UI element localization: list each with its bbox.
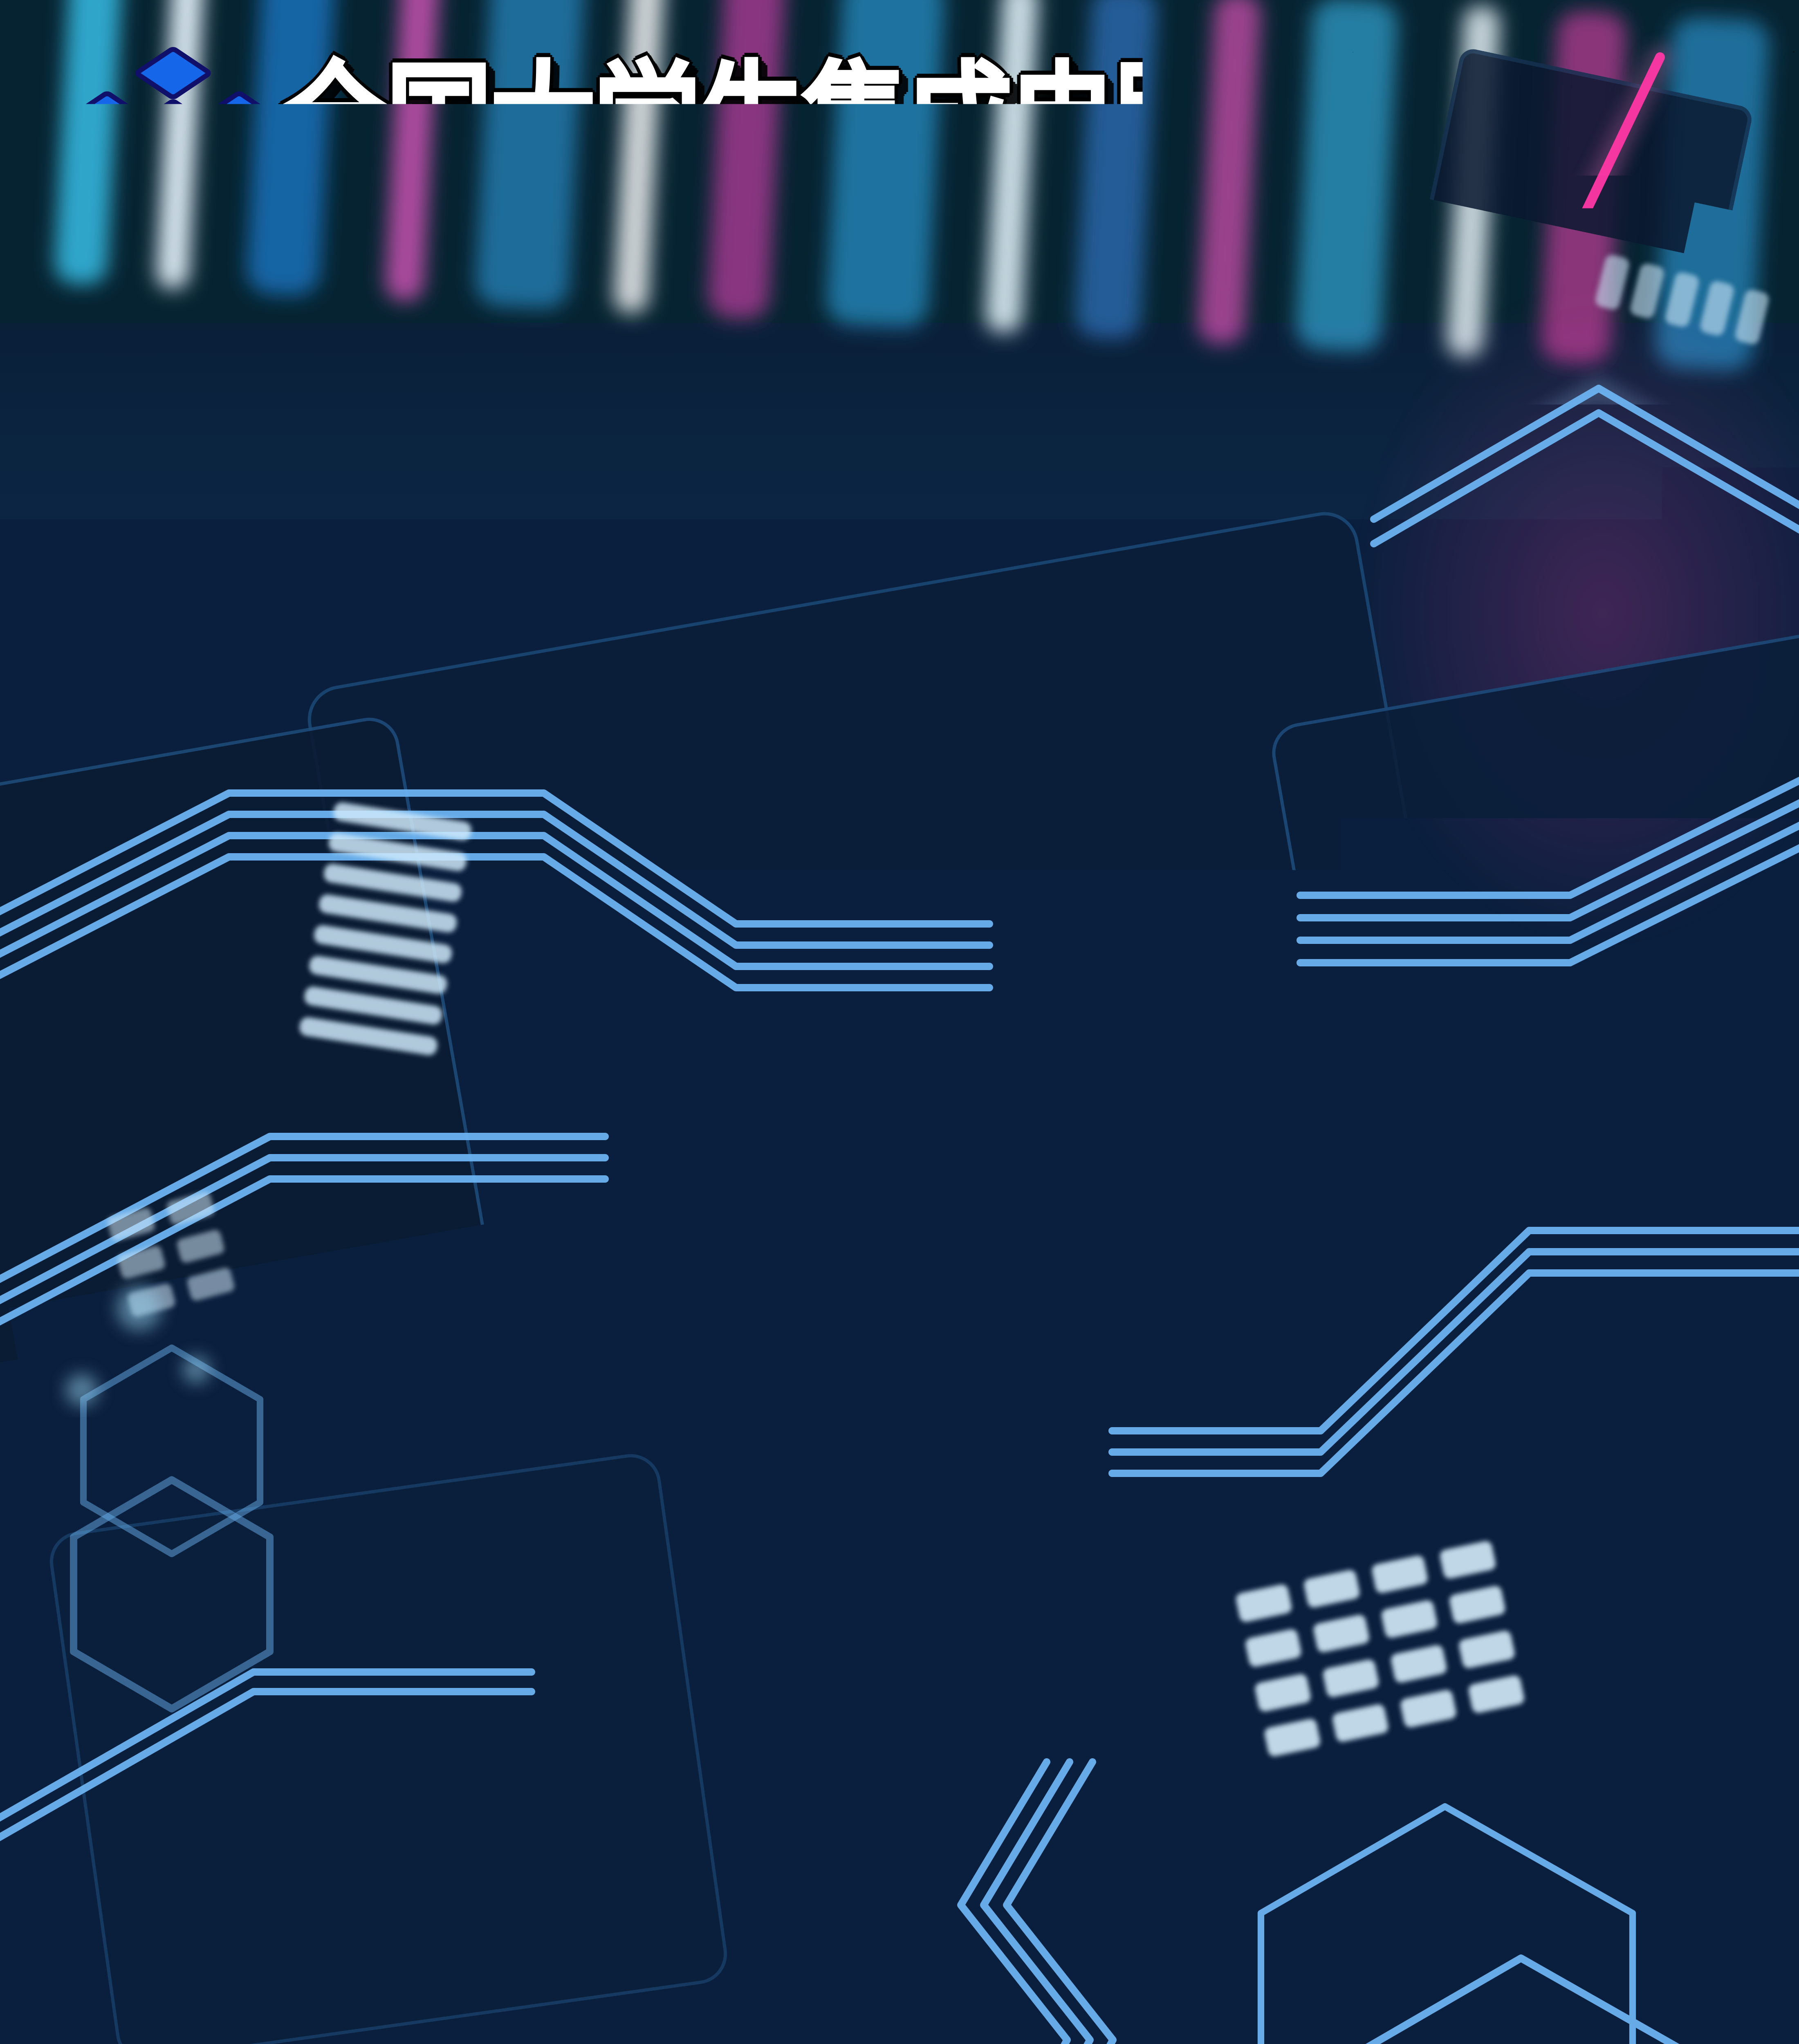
feature-mul-div: 硬件乘 / 除法器 <box>867 1709 1799 1831</box>
feature-text: 硬件乘 / 除法器 <box>957 1709 1799 1831</box>
feature-180mhz: 180 MHz <box>37 1484 644 1619</box>
feature-coremark: CoreMark <box>37 1711 727 1846</box>
competition-header: 全国大学生集成电路创新创业大赛 CHINA COLLEGE IC COMPETI… <box>0 0 1799 319</box>
bolt-icon <box>751 734 814 943</box>
competition-logo <box>20 22 290 235</box>
tassel-body <box>64 171 81 217</box>
feature-text: 180 MHz <box>98 1484 644 1619</box>
bullet-icon <box>37 1535 69 1567</box>
bullet-icon <box>867 1535 908 1564</box>
feature-itr-sec: 515 itr/sec <box>104 1919 774 2044</box>
feature-pipeline: 三级流水线 <box>867 1488 1586 1611</box>
team-poster: Inspirning RISC-V <box>0 0 1799 2044</box>
feature-text: CoreMark <box>98 1711 727 1846</box>
bullet-icon <box>37 1762 69 1794</box>
feature-text: 515 itr/sec <box>104 1919 774 2044</box>
bullet-icon <box>867 1755 908 1785</box>
feature-text: 三级流水线 <box>957 1488 1586 1611</box>
competition-title-cn: 全国大学生集成电路创新创业大赛 <box>282 53 1591 188</box>
feature-branch-predict: 动态分支预测 <box>867 1938 1712 2044</box>
competition-title-en: CHINA COLLEGE IC COMPETITION <box>282 199 1795 247</box>
bullet-icon <box>867 1984 908 2014</box>
feature-text: 动态分支预测 <box>957 1938 1712 2044</box>
